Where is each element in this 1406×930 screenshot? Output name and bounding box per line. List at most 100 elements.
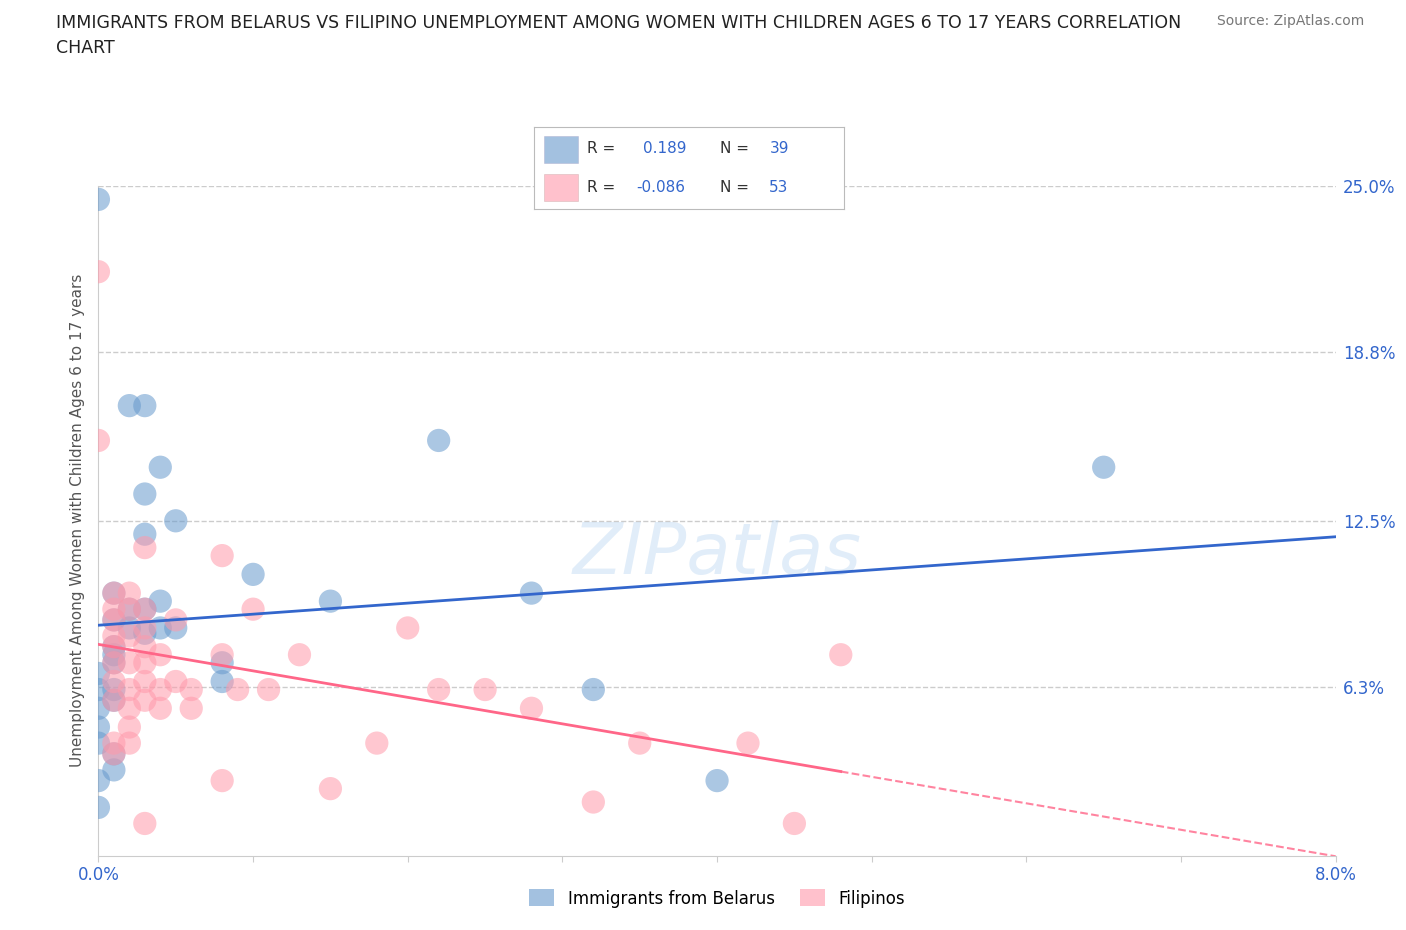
Point <box>165 674 187 689</box>
Text: R =: R = <box>586 141 620 156</box>
Point <box>87 682 110 697</box>
Point <box>134 398 156 413</box>
Point <box>427 682 450 697</box>
Point <box>103 656 125 671</box>
Point <box>134 486 156 501</box>
Text: IMMIGRANTS FROM BELARUS VS FILIPINO UNEMPLOYMENT AMONG WOMEN WITH CHILDREN AGES : IMMIGRANTS FROM BELARUS VS FILIPINO UNEM… <box>56 14 1181 32</box>
Point <box>582 794 605 809</box>
Point <box>118 656 141 671</box>
Point <box>396 620 419 635</box>
Text: ZIPatlas: ZIPatlas <box>572 520 862 589</box>
Point <box>134 639 156 654</box>
Point <box>288 647 311 662</box>
Point <box>134 656 156 671</box>
Text: -0.086: -0.086 <box>637 179 685 194</box>
Point <box>134 816 156 830</box>
Point <box>103 629 125 644</box>
Point <box>103 647 125 662</box>
Point <box>427 433 450 448</box>
Point <box>366 736 388 751</box>
Point <box>118 736 141 751</box>
Point <box>118 586 141 601</box>
Point <box>242 567 264 582</box>
Point <box>165 620 187 635</box>
Point <box>211 674 233 689</box>
Point <box>118 602 141 617</box>
Point <box>149 682 172 697</box>
Point <box>103 586 125 601</box>
Point <box>737 736 759 751</box>
Point <box>134 602 156 617</box>
Point <box>134 620 156 635</box>
Point <box>134 540 156 555</box>
Point <box>211 773 233 788</box>
Point <box>474 682 496 697</box>
Point <box>118 701 141 716</box>
Point <box>103 674 125 689</box>
Point <box>118 682 141 697</box>
Point <box>118 620 141 635</box>
Point <box>87 701 110 716</box>
Point <box>1092 459 1115 474</box>
Point <box>103 613 125 628</box>
Legend: Immigrants from Belarus, Filipinos: Immigrants from Belarus, Filipinos <box>523 883 911 914</box>
Point <box>149 620 172 635</box>
Point <box>103 602 125 617</box>
Text: 53: 53 <box>769 179 789 194</box>
Point <box>134 626 156 641</box>
Point <box>149 701 172 716</box>
Point <box>783 816 806 830</box>
Text: 39: 39 <box>769 141 789 156</box>
Point <box>103 747 125 762</box>
Text: CHART: CHART <box>56 39 115 57</box>
Point <box>103 656 125 671</box>
Point <box>180 682 202 697</box>
Point <box>103 747 125 762</box>
Point <box>134 526 156 541</box>
Point <box>87 736 110 751</box>
Point <box>87 192 110 206</box>
Point <box>103 639 125 654</box>
Point <box>257 682 280 697</box>
Point <box>87 800 110 815</box>
Text: N =: N = <box>720 179 754 194</box>
Point <box>134 674 156 689</box>
Point <box>118 629 141 644</box>
Point <box>87 720 110 735</box>
FancyBboxPatch shape <box>544 174 578 201</box>
Point <box>830 647 852 662</box>
Point <box>149 647 172 662</box>
Point <box>520 586 543 601</box>
Text: R =: R = <box>586 179 620 194</box>
Point <box>226 682 249 697</box>
Y-axis label: Unemployment Among Women with Children Ages 6 to 17 years: Unemployment Among Women with Children A… <box>69 274 84 767</box>
Point <box>211 548 233 563</box>
Point <box>103 693 125 708</box>
Point <box>242 602 264 617</box>
Point <box>211 647 233 662</box>
Point <box>118 602 141 617</box>
Point <box>118 720 141 735</box>
Point <box>520 701 543 716</box>
Point <box>628 736 651 751</box>
Point <box>103 763 125 777</box>
Point <box>165 613 187 628</box>
Point <box>582 682 605 697</box>
Point <box>180 701 202 716</box>
Point <box>319 781 342 796</box>
Point <box>87 433 110 448</box>
Text: N =: N = <box>720 141 754 156</box>
Point <box>103 639 125 654</box>
Point <box>211 656 233 671</box>
Text: 0.189: 0.189 <box>643 141 686 156</box>
Point <box>319 593 342 608</box>
FancyBboxPatch shape <box>544 136 578 163</box>
Point <box>103 693 125 708</box>
Point <box>149 593 172 608</box>
Point <box>103 736 125 751</box>
Point <box>118 398 141 413</box>
Text: Source: ZipAtlas.com: Source: ZipAtlas.com <box>1216 14 1364 28</box>
Point <box>103 586 125 601</box>
Point <box>706 773 728 788</box>
Point <box>134 602 156 617</box>
